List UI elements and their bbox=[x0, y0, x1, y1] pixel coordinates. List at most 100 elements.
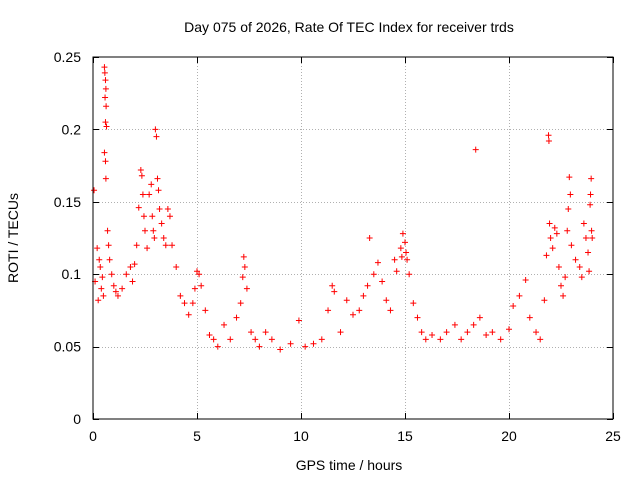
data-point bbox=[295, 317, 302, 324]
data-point bbox=[437, 336, 444, 343]
data-point bbox=[108, 271, 115, 278]
data-point bbox=[162, 242, 169, 249]
x-tick-label: 5 bbox=[193, 428, 201, 444]
data-point bbox=[140, 213, 147, 220]
data-point bbox=[221, 321, 228, 328]
data-point bbox=[127, 263, 134, 270]
data-point bbox=[103, 103, 110, 110]
data-point bbox=[318, 336, 325, 343]
data-point bbox=[553, 230, 560, 237]
data-point bbox=[119, 285, 126, 292]
data-point bbox=[252, 336, 259, 343]
data-point bbox=[546, 220, 553, 227]
data-point bbox=[239, 274, 246, 281]
x-tick-label: 25 bbox=[605, 428, 621, 444]
data-point bbox=[158, 220, 165, 227]
data-point bbox=[95, 297, 102, 304]
data-point bbox=[558, 282, 564, 289]
data-point bbox=[233, 314, 240, 321]
data-point bbox=[526, 314, 533, 321]
data-point bbox=[387, 307, 394, 314]
data-point bbox=[114, 292, 121, 299]
data-point bbox=[543, 252, 550, 259]
data-point bbox=[379, 278, 386, 285]
data-point bbox=[98, 285, 105, 292]
chart-title: Day 075 of 2026, Rate Of TEC Index for r… bbox=[184, 19, 514, 35]
data-point bbox=[497, 336, 504, 343]
data-point bbox=[262, 329, 269, 336]
data-points bbox=[91, 64, 596, 353]
data-point bbox=[586, 268, 593, 275]
grid bbox=[93, 57, 613, 419]
data-point bbox=[102, 119, 109, 126]
y-axis-label: ROTI / TECUs bbox=[5, 193, 21, 283]
data-point bbox=[227, 336, 234, 343]
data-point bbox=[256, 343, 263, 350]
axis-ticks: 0 5 10 15 20 25 0 0.05 0.1 0.15 0.2 0.25 bbox=[54, 49, 621, 444]
data-point bbox=[96, 256, 103, 263]
data-point bbox=[248, 329, 255, 336]
data-point bbox=[343, 297, 350, 304]
data-point bbox=[582, 235, 589, 241]
data-point bbox=[102, 175, 109, 182]
data-point bbox=[555, 263, 562, 270]
data-point bbox=[545, 132, 552, 139]
y-tick-label: 0.1 bbox=[62, 266, 82, 282]
data-point bbox=[551, 224, 558, 231]
x-axis-label: GPS time / hours bbox=[296, 457, 403, 473]
data-point bbox=[429, 332, 436, 339]
x-tick-label: 15 bbox=[397, 428, 413, 444]
y-tick-label: 0.2 bbox=[62, 121, 82, 137]
data-point bbox=[588, 227, 595, 234]
data-point bbox=[110, 282, 117, 289]
data-point bbox=[102, 158, 109, 165]
data-point bbox=[331, 288, 338, 295]
data-point bbox=[164, 206, 171, 213]
data-point bbox=[422, 336, 429, 343]
data-point bbox=[565, 206, 572, 213]
data-point bbox=[580, 220, 587, 227]
data-point bbox=[325, 307, 332, 314]
data-point bbox=[356, 307, 363, 314]
data-point bbox=[516, 292, 523, 299]
x-tick-label: 10 bbox=[293, 428, 309, 444]
data-point bbox=[185, 311, 192, 318]
data-point bbox=[181, 300, 188, 307]
data-point bbox=[402, 239, 408, 246]
data-point bbox=[123, 271, 130, 278]
y-tick-label: 0.25 bbox=[54, 49, 81, 65]
data-point bbox=[587, 191, 594, 198]
data-point bbox=[106, 256, 113, 263]
y-tick-label: 0.05 bbox=[54, 339, 81, 355]
data-point bbox=[138, 172, 145, 179]
data-point bbox=[198, 282, 205, 289]
data-point bbox=[149, 213, 156, 220]
data-point bbox=[112, 288, 119, 295]
data-point bbox=[464, 329, 471, 336]
data-point bbox=[510, 303, 517, 310]
data-point bbox=[287, 340, 294, 347]
data-point bbox=[196, 271, 203, 278]
data-point bbox=[101, 69, 108, 76]
data-point bbox=[370, 271, 377, 278]
data-point bbox=[393, 268, 400, 275]
data-point bbox=[549, 245, 556, 252]
x-tick-label: 0 bbox=[89, 428, 97, 444]
data-point bbox=[404, 256, 411, 263]
x-tick-label: 20 bbox=[501, 428, 517, 444]
data-point bbox=[458, 336, 465, 343]
data-point bbox=[105, 242, 112, 249]
data-point bbox=[241, 263, 248, 270]
data-point bbox=[151, 235, 158, 241]
data-point bbox=[533, 329, 540, 336]
data-point bbox=[310, 340, 317, 347]
data-point bbox=[102, 94, 109, 101]
data-point bbox=[202, 307, 209, 314]
data-point bbox=[237, 300, 244, 307]
data-point bbox=[169, 242, 176, 249]
data-point bbox=[150, 227, 157, 234]
data-point bbox=[545, 137, 552, 144]
data-point bbox=[414, 314, 421, 321]
